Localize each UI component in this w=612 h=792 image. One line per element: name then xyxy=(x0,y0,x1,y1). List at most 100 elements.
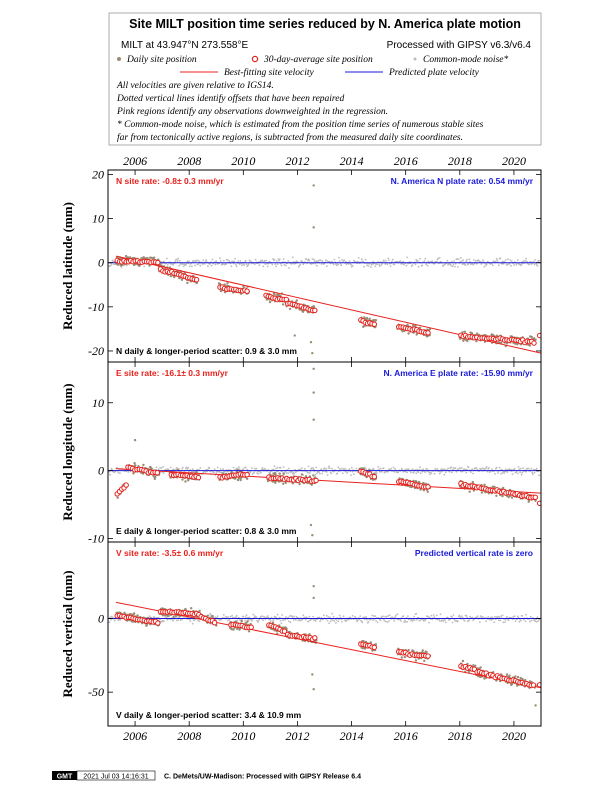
common-mode-point xyxy=(335,622,337,624)
common-mode-point xyxy=(288,620,290,623)
common-mode-point xyxy=(108,621,111,624)
common-mode-point xyxy=(308,259,311,262)
common-mode-point xyxy=(328,622,330,625)
common-mode-point xyxy=(457,258,460,261)
common-mode-point xyxy=(255,616,258,618)
common-mode-point xyxy=(375,620,377,622)
common-mode-point xyxy=(367,621,370,623)
common-mode-point xyxy=(478,260,480,262)
common-mode-point xyxy=(226,619,229,622)
common-mode-point xyxy=(169,466,172,469)
daily-point xyxy=(304,475,308,478)
common-mode-point xyxy=(254,258,257,261)
daily-point xyxy=(246,477,249,480)
common-mode-point xyxy=(506,471,509,473)
common-mode-point xyxy=(302,614,305,617)
common-mode-point xyxy=(325,259,327,262)
common-mode-point xyxy=(261,615,264,617)
common-mode-point xyxy=(366,618,368,621)
common-mode-point xyxy=(261,259,264,262)
common-mode-point xyxy=(219,619,221,622)
common-mode-point xyxy=(271,263,274,266)
common-mode-point xyxy=(304,618,307,621)
common-mode-point xyxy=(253,471,256,474)
common-mode-point xyxy=(207,468,209,471)
common-mode-point xyxy=(159,467,162,469)
common-mode-point xyxy=(181,468,184,470)
common-mode-point xyxy=(320,263,323,265)
common-mode-point xyxy=(291,256,294,259)
common-mode-point xyxy=(520,263,523,266)
common-mode-point xyxy=(262,265,265,268)
common-mode-point xyxy=(300,467,303,470)
common-mode-point xyxy=(431,260,434,263)
daily-point xyxy=(400,656,403,659)
common-mode-point xyxy=(452,263,455,266)
common-mode-point xyxy=(488,471,491,473)
common-mode-point xyxy=(110,467,113,470)
common-mode-point xyxy=(318,616,321,619)
daily-point xyxy=(495,494,498,497)
daily-point xyxy=(298,482,301,486)
common-mode-point xyxy=(391,258,394,261)
outlier-point xyxy=(312,391,315,394)
common-mode-point xyxy=(248,616,251,619)
daily-point xyxy=(288,307,292,311)
common-mode-point xyxy=(498,616,501,618)
common-mode-point xyxy=(313,468,315,471)
common-mode-point xyxy=(213,471,215,474)
common-mode-point xyxy=(454,265,456,268)
daily-point xyxy=(407,332,410,335)
common-mode-point xyxy=(294,619,297,621)
common-mode-point xyxy=(415,612,418,615)
gmt-badge xyxy=(52,771,77,780)
common-mode-point xyxy=(422,620,425,622)
common-mode-point xyxy=(538,474,540,477)
common-mode-point xyxy=(522,467,524,470)
common-mode-point xyxy=(495,257,498,260)
common-mode-point xyxy=(468,258,471,261)
common-mode-point xyxy=(518,468,521,470)
common-mode-point xyxy=(525,470,527,473)
common-mode-point xyxy=(209,262,212,265)
x-tick-label-top: 2010 xyxy=(231,154,255,168)
common-mode-point xyxy=(162,466,165,468)
daily-point xyxy=(505,673,509,676)
common-mode-point xyxy=(194,264,196,267)
common-mode-point xyxy=(236,619,239,622)
common-mode-point xyxy=(319,618,322,621)
common-mode-point xyxy=(226,259,229,261)
common-mode-point xyxy=(361,621,364,624)
y-tick-label: 0 xyxy=(98,256,104,270)
average-point xyxy=(211,620,218,626)
daily-point xyxy=(461,659,465,663)
common-mode-point xyxy=(341,472,344,475)
common-mode-point xyxy=(533,263,536,266)
common-mode-point xyxy=(244,616,247,618)
daily-point xyxy=(166,614,169,618)
common-mode-point xyxy=(526,260,528,263)
common-mode-point xyxy=(274,263,277,265)
common-mode-point xyxy=(353,473,355,475)
common-mode-point xyxy=(321,472,324,475)
common-mode-point xyxy=(342,615,345,618)
panel-frame xyxy=(107,361,542,543)
common-mode-point xyxy=(222,263,224,266)
x-tick-label-bottom: 2012 xyxy=(285,729,309,743)
common-mode-point xyxy=(389,265,392,267)
daily-point xyxy=(521,677,524,681)
common-mode-point xyxy=(235,614,238,617)
common-mode-point xyxy=(110,264,113,266)
daily-point xyxy=(136,614,139,617)
common-mode-point xyxy=(467,466,470,469)
common-mode-point xyxy=(242,468,245,470)
common-mode-point xyxy=(116,466,118,469)
common-mode-point xyxy=(480,263,483,265)
common-mode-point xyxy=(198,260,201,263)
common-mode-point xyxy=(497,472,499,474)
common-mode-point xyxy=(501,471,504,474)
common-mode-point xyxy=(487,616,490,618)
common-mode-point xyxy=(460,260,463,262)
common-mode-point xyxy=(319,620,321,623)
common-mode-point xyxy=(330,472,333,475)
